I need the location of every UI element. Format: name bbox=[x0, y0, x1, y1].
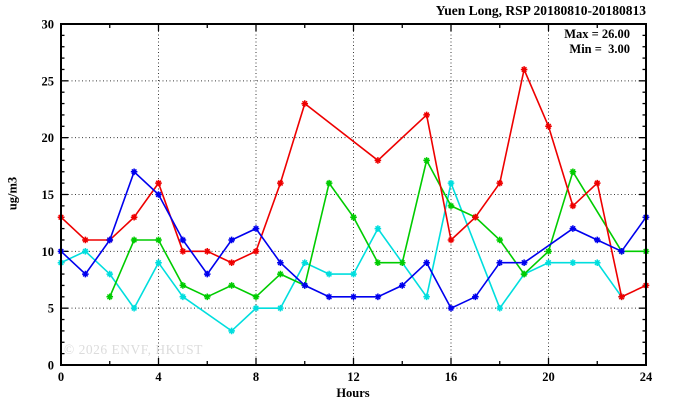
y-axis-label: ug/m3 bbox=[5, 176, 20, 211]
x-tick-label: 16 bbox=[445, 370, 458, 384]
min-label: Min = 3.00 bbox=[569, 42, 630, 56]
y-tick-label: 25 bbox=[42, 74, 55, 88]
x-tick-label: 20 bbox=[542, 370, 555, 384]
x-tick-label: 12 bbox=[347, 370, 360, 384]
x-tick-label: 0 bbox=[58, 370, 64, 384]
y-tick-label: 0 bbox=[48, 359, 54, 373]
series-blue bbox=[57, 168, 650, 312]
y-tick-label: 5 bbox=[48, 302, 54, 316]
series-green-markers bbox=[106, 157, 650, 301]
y-tick-label: 20 bbox=[42, 131, 55, 145]
x-tick-label: 24 bbox=[640, 370, 653, 384]
tick-labels: 0 4 8 12 16 20 24 0 5 10 15 20 25 30 bbox=[42, 18, 654, 385]
x-tick-label: 4 bbox=[155, 370, 162, 384]
chart-title: Yuen Long, RSP 20180810-20180813 bbox=[435, 3, 646, 18]
series-blue-line bbox=[60, 170, 647, 310]
max-label: Max = 26.00 bbox=[564, 27, 630, 41]
series-green bbox=[106, 157, 650, 301]
series-red-line bbox=[60, 66, 647, 298]
grid bbox=[61, 24, 646, 365]
max-min-annotation: Max = 26.00 Min = 3.00 bbox=[564, 27, 630, 57]
series-cyan bbox=[57, 179, 625, 335]
series-green-line bbox=[109, 158, 646, 298]
x-axis-label: Hours bbox=[336, 386, 370, 400]
watermark: © 2026 ENVF, HKUST bbox=[64, 342, 203, 357]
x-tick-label: 8 bbox=[253, 370, 259, 384]
series-cyan-line bbox=[60, 180, 623, 332]
series-cyan-markers bbox=[57, 179, 625, 335]
plot-border bbox=[60, 23, 647, 366]
y-tick-label: 10 bbox=[42, 245, 55, 259]
y-tick-label: 15 bbox=[42, 188, 55, 202]
y-tick-label: 30 bbox=[42, 18, 55, 32]
